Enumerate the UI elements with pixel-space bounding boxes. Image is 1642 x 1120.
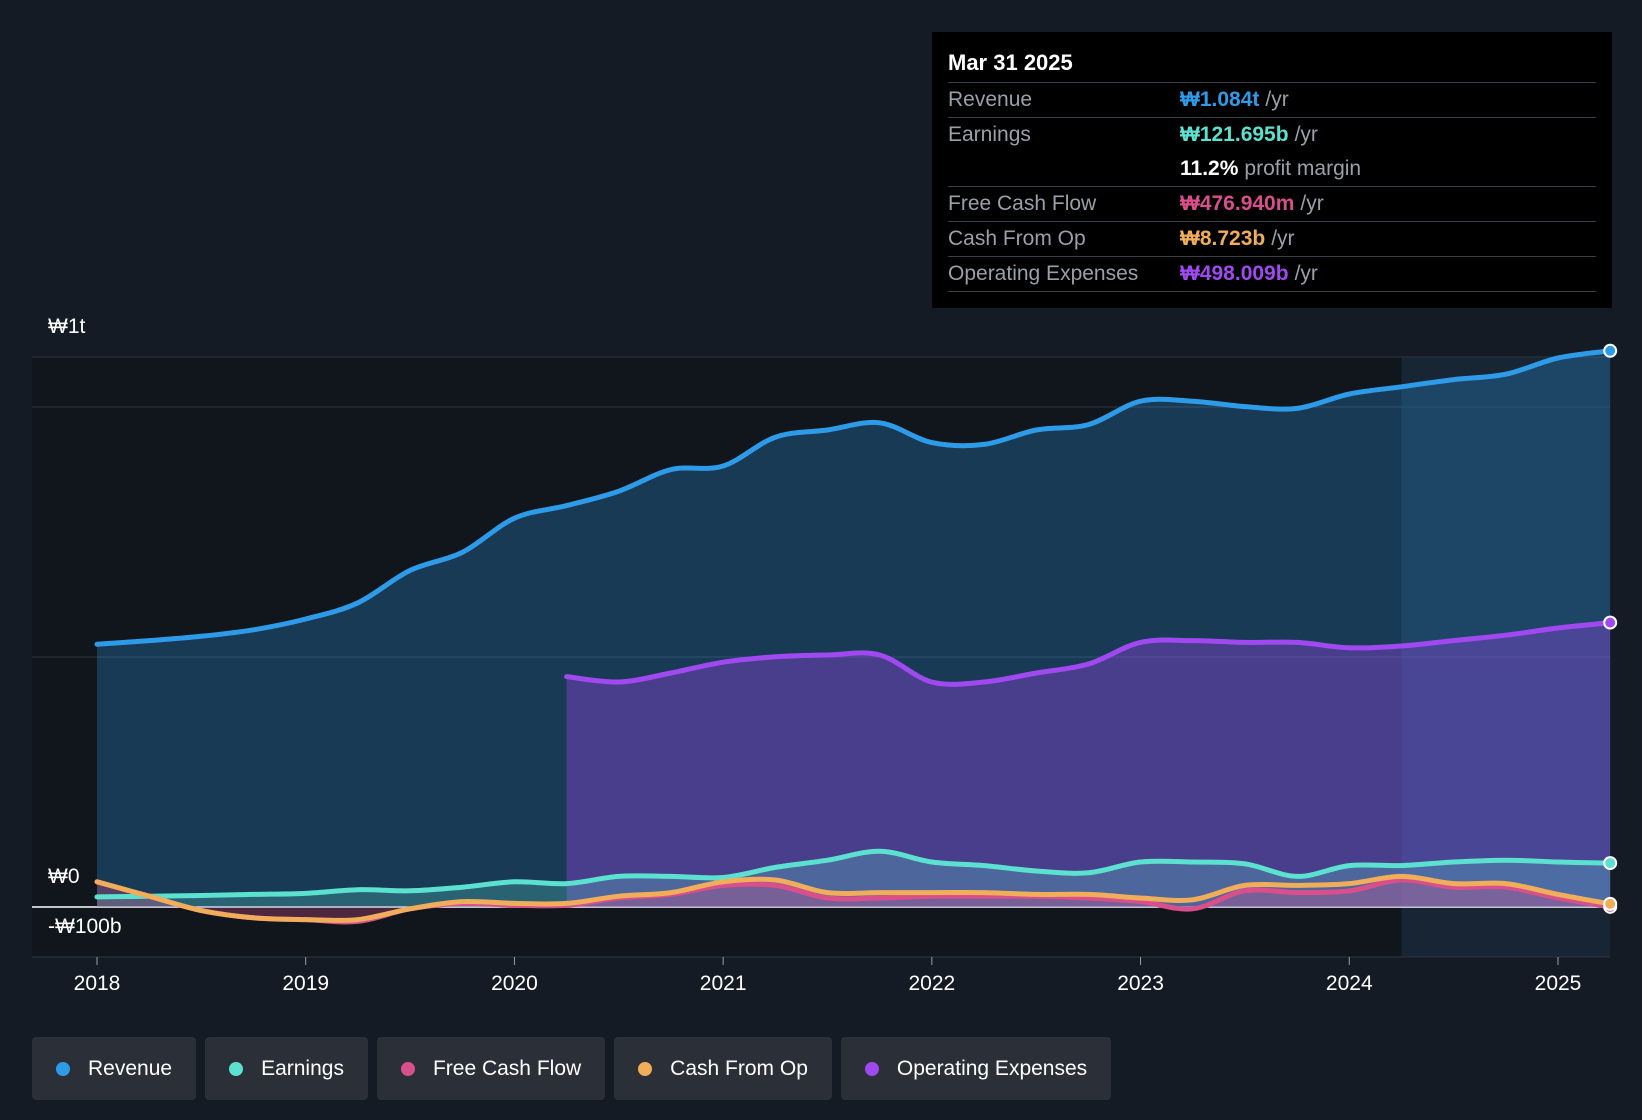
legend-label: Free Cash Flow (432, 1056, 582, 1080)
revenue-endpoint (1603, 343, 1618, 358)
tooltip-unit: /yr (1300, 192, 1324, 215)
legend: Revenue Earnings Free Cash Flow Cash Fro… (32, 1037, 1112, 1100)
tooltip-date: Mar 31 2025 (948, 48, 1596, 83)
tooltip-value: ₩1.084t (1180, 88, 1260, 111)
y-tick-label: -₩100b (48, 915, 122, 938)
tooltip-value: ₩8.723b (1180, 227, 1266, 250)
revenue-line (94, 348, 1613, 647)
legend-item-earnings[interactable]: Earnings (205, 1037, 368, 1100)
tooltip: Mar 31 2025 Revenue ₩1.084t /yr Earnings… (932, 32, 1612, 308)
tooltip-unit: profit margin (1244, 157, 1362, 180)
tooltip-label: Free Cash Flow (948, 192, 1097, 215)
series-endpoints (1603, 343, 1618, 914)
tooltip-row-earnings: Earnings ₩121.695b /yr (948, 118, 1596, 152)
legend-label: Operating Expenses (896, 1056, 1088, 1080)
y-axis: ₩1t ₩0 -₩100b (48, 315, 122, 938)
x-tick-label: 2019 (282, 972, 329, 995)
tooltip-unit: /yr (1294, 262, 1318, 285)
legend-item-free-cash-flow[interactable]: Free Cash Flow (376, 1037, 606, 1100)
tooltip-value: 11.2% (1180, 157, 1239, 180)
tooltip-unit: /yr (1265, 88, 1289, 111)
series-areas (97, 350, 1611, 922)
tooltip-row-revenue: Revenue ₩1.084t /yr (948, 83, 1596, 118)
x-tick-label: 2018 (74, 972, 121, 995)
cash-from-op-endpoint (1603, 896, 1618, 911)
legend-dot-icon (400, 1061, 415, 1076)
operating-expenses-area (566, 622, 1611, 907)
legend-label: Cash From Op (670, 1056, 808, 1080)
series-lines (94, 348, 1613, 925)
revenue-area (97, 350, 1611, 907)
tooltip-value: ₩476.940m (1180, 192, 1295, 215)
legend-label: Earnings (261, 1056, 344, 1080)
x-tick-label: 2021 (700, 972, 747, 995)
legend-item-revenue[interactable]: Revenue (32, 1037, 197, 1100)
tooltip-row-operating-expenses: Operating Expenses ₩498.009b /yr (948, 257, 1596, 292)
earnings-line (94, 848, 1613, 900)
tooltip-unit: /yr (1271, 227, 1295, 250)
legend-item-cash-from-op[interactable]: Cash From Op (614, 1037, 832, 1100)
tooltip-value: ₩498.009b (1180, 262, 1289, 285)
legend-dot-icon (56, 1061, 70, 1076)
tooltip-unit: /yr (1294, 123, 1318, 146)
legend-dot-icon (229, 1061, 244, 1076)
tooltip-label: Revenue (948, 88, 1033, 111)
y-tick-label: ₩0 (48, 865, 80, 888)
x-tick-label: 2020 (491, 972, 538, 995)
operating-expenses-endpoint (1603, 615, 1618, 630)
x-tick-label: 2023 (1117, 972, 1164, 995)
tooltip-label: Cash From Op (948, 227, 1086, 250)
x-tick-label: 2025 (1535, 972, 1582, 995)
operating-expenses-line (564, 620, 1613, 687)
x-tick-label: 2024 (1326, 972, 1373, 995)
tooltip-row-profit-margin: 11.2% profit margin (948, 152, 1596, 187)
cash-from-op-line (94, 873, 1613, 923)
tooltip-label: Operating Expenses (948, 262, 1139, 285)
tooltip-label: Earnings (948, 123, 1031, 146)
tooltip-row-free-cash-flow: Free Cash Flow ₩476.940m /yr (948, 187, 1596, 222)
x-axis: 2018 2019 2020 2021 2022 2023 2024 2025 (74, 957, 1582, 995)
earnings-endpoint (1603, 856, 1618, 871)
legend-item-operating-expenses[interactable]: Operating Expenses (840, 1037, 1112, 1100)
tooltip-value: ₩121.695b (1180, 123, 1289, 146)
x-tick-label: 2022 (908, 972, 955, 995)
tooltip-row-cash-from-op: Cash From Op ₩8.723b /yr (948, 222, 1596, 257)
legend-label: Revenue (88, 1056, 173, 1080)
legend-dot-icon (638, 1061, 653, 1076)
legend-dot-icon (864, 1061, 879, 1076)
y-tick-label: ₩1t (48, 315, 86, 338)
